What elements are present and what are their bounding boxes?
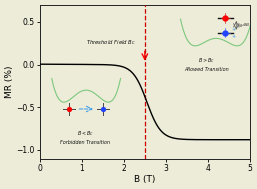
Text: $B < B_C$
Forbidden Transition: $B < B_C$ Forbidden Transition [60, 129, 110, 145]
Text: +: + [231, 33, 235, 39]
Y-axis label: MR (%): MR (%) [5, 65, 14, 98]
Text: +: + [231, 27, 235, 32]
Text: Threshold Field $B_C$: Threshold Field $B_C$ [86, 38, 136, 47]
X-axis label: B (T): B (T) [134, 175, 155, 184]
Text: $g\mu_B B$: $g\mu_B B$ [238, 21, 251, 29]
Text: $B > B_C$
Allowed Transition: $B > B_C$ Allowed Transition [185, 56, 229, 72]
